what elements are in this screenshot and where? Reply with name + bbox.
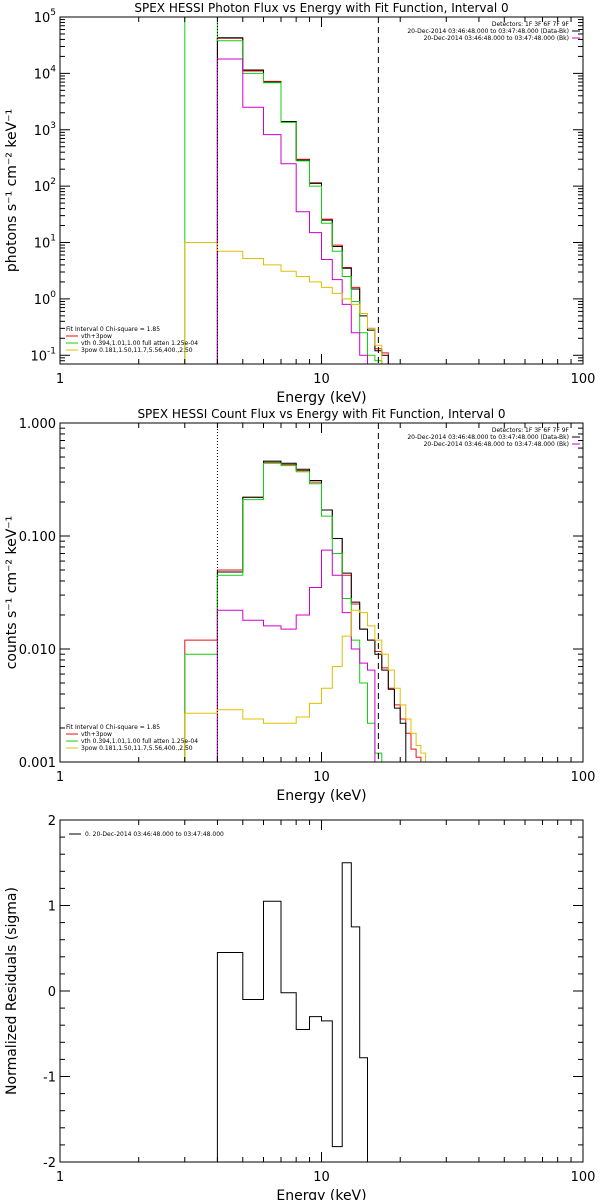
y-axis-label: photons s⁻¹ cm⁻² keV⁻¹ (4, 109, 20, 272)
y-tick-label: 101 (34, 234, 56, 252)
x-tick-label: 100 (571, 1170, 596, 1185)
series-line-5 (184, 609, 439, 762)
y-tick-label: 0.001 (19, 756, 56, 771)
x-tick-label: 100 (571, 372, 596, 387)
x-tick-label: 1 (56, 770, 64, 785)
chart-panel-1: SPEX HESSI Photon Flux vs Energy with Fi… (4, 1, 595, 406)
y-tick-label: 0.010 (19, 643, 56, 658)
x-tick-label: 100 (571, 770, 596, 785)
series-line-4 (216, 58, 382, 364)
chart-title: SPEX HESSI Count Flux vs Energy with Fit… (137, 407, 505, 421)
info-line-3: 20-Dec-2014 03:46:48.000 to 03:47:48.000… (424, 35, 569, 42)
y-tick-label: 10-1 (30, 346, 56, 364)
info-line-2: 20-Dec-2014 03:46:48.000 to 03:47:48.000… (407, 434, 569, 441)
chart-panel-3: 1 10 100 Energy (keV) -2 -1 0 1 2 Normalized Resi… (4, 814, 595, 1200)
y-tick-label: 103 (34, 121, 56, 139)
y-tick-label: 0 (48, 985, 56, 1000)
y-tick-label: 1.000 (19, 417, 56, 432)
plot-frame (59, 819, 584, 1163)
y-tick-label: 102 (34, 177, 56, 195)
info-line-2: 20-Dec-2014 03:46:48.000 to 03:47:48.000… (407, 28, 569, 35)
y-tick-label: 100 (34, 290, 57, 308)
info-line-1: Detectors: 1F 3F 6F 7F 9F (492, 427, 570, 434)
chart-panel-2: SPEX HESSI Count Flux vs Energy with Fit… (4, 407, 595, 804)
y-tick-label: 0.100 (19, 530, 56, 545)
x-tick-label: 10 (313, 770, 330, 785)
series-line-2 (216, 460, 407, 762)
x-axis-label: Energy (keV) (276, 788, 366, 804)
x-tick-label: 1 (56, 1170, 64, 1185)
y-tick-label: 1 (48, 900, 56, 915)
fit-legend-label: vth+3pow (81, 731, 112, 738)
fit-legend-label: 3pow 0.181,1.50,11.7,5.56,400.,2.50 (81, 745, 193, 752)
x-tick-label: 10 (313, 1170, 330, 1185)
fit-chi-square-text: Fit Interval 0 Chi-square = 1.85 (66, 724, 160, 731)
fit-legend-label: 3pow 0.181,1.50,11.7,5.56,400.,2.50 (81, 347, 193, 354)
y-tick-label: 2 (48, 814, 56, 829)
y-axis-label: Normalized Residuals (sigma) (4, 887, 20, 1095)
y-tick-label: 104 (34, 64, 57, 82)
fit-legend-label: vth 0.394,1.01,1.00 full atten 1.25e-04 (81, 738, 198, 745)
chart-title: SPEX HESSI Photon Flux vs Energy with Fi… (134, 1, 508, 15)
y-tick-label: -1 (43, 1071, 56, 1086)
info-line-3: 20-Dec-2014 03:46:48.000 to 03:47:48.000… (424, 441, 569, 448)
fit-chi-square-text: Fit Interval 0 Chi-square = 1.85 (66, 326, 160, 333)
series-line-1 (216, 862, 379, 1162)
x-tick-label: 10 (313, 372, 330, 387)
x-axis-label: Energy (keV) (276, 390, 366, 406)
info-line-1: Detectors: 1F 3F 6F 7F 9F (492, 21, 570, 28)
legend-label: 0. 20-Dec-2014 03:46:48.000 to 03:47:48.… (85, 831, 224, 838)
series-line-4 (216, 549, 376, 762)
series-line-3 (184, 17, 383, 364)
y-tick-label: 105 (34, 8, 56, 26)
series-group (184, 460, 439, 762)
series-group (184, 17, 389, 364)
x-tick-label: 1 (56, 372, 64, 387)
x-axis-label: Energy (keV) (276, 1188, 366, 1200)
series-line-3 (184, 462, 389, 762)
series-line-5 (184, 242, 383, 364)
plot-frame (59, 422, 584, 763)
series-group (216, 862, 379, 1162)
y-tick-label: -2 (43, 1156, 56, 1171)
fit-legend-label: vth+3pow (81, 333, 112, 340)
fit-legend-label: vth 0.394,1.01,1.00 full atten 1.25e-04 (81, 340, 198, 347)
y-axis-label: counts s⁻¹ cm⁻² keV⁻¹ (4, 516, 20, 670)
